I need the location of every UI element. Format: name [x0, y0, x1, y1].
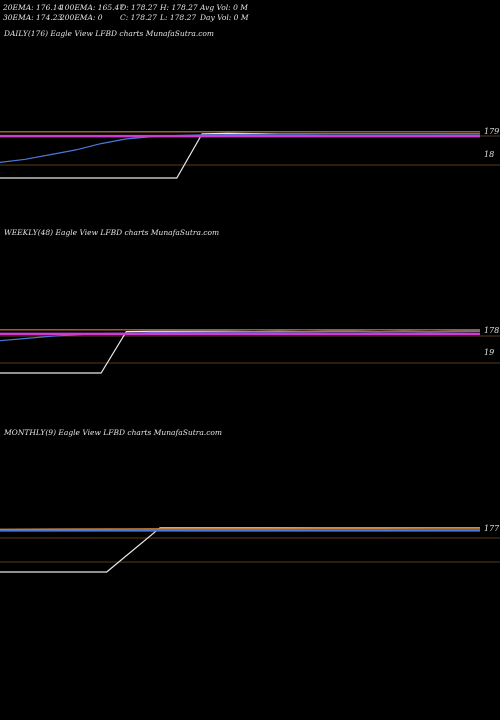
monthly-tick-label: 177 [484, 524, 500, 533]
monthly-panel-title: MONTHLY(9) Eagle View LFBD charts Munafa… [4, 428, 223, 437]
open-readout: O: 178.27 [120, 3, 158, 12]
low-readout: L: 178.27 [160, 13, 197, 22]
day-vol-readout: Day Vol: 0 M [200, 13, 249, 22]
daily-panel-title: DAILY(176) Eagle View LFBD charts Munafa… [4, 29, 215, 38]
daily-tick-label: 18 [484, 150, 494, 159]
weekly-tick-label: 19 [484, 348, 494, 357]
avg-vol-readout: Avg Vol: 0 M [200, 3, 248, 12]
ema30-readout: 30EMA: 174.23 [3, 13, 63, 22]
high-readout: H: 178.27 [160, 3, 198, 12]
daily-series-white_line [0, 132, 480, 179]
daily-series-blue [0, 133, 480, 163]
ema20-readout: 20EMA: 176.14 [3, 3, 63, 12]
close-readout: C: 178.27 [120, 13, 157, 22]
ema200-readout: 200EMA: 0 [60, 13, 103, 22]
monthly-series-orange [0, 527, 480, 530]
weekly-panel-title: WEEKLY(48) Eagle View LFBD charts Munafa… [4, 228, 220, 237]
weekly-tick-label: 178 [484, 326, 499, 335]
daily-tick-label: 179 [484, 127, 499, 136]
ema100-readout: 100EMA: 165.47 [60, 3, 125, 12]
monthly-series-white_line [0, 527, 480, 573]
weekly-series-white_line [0, 330, 480, 374]
